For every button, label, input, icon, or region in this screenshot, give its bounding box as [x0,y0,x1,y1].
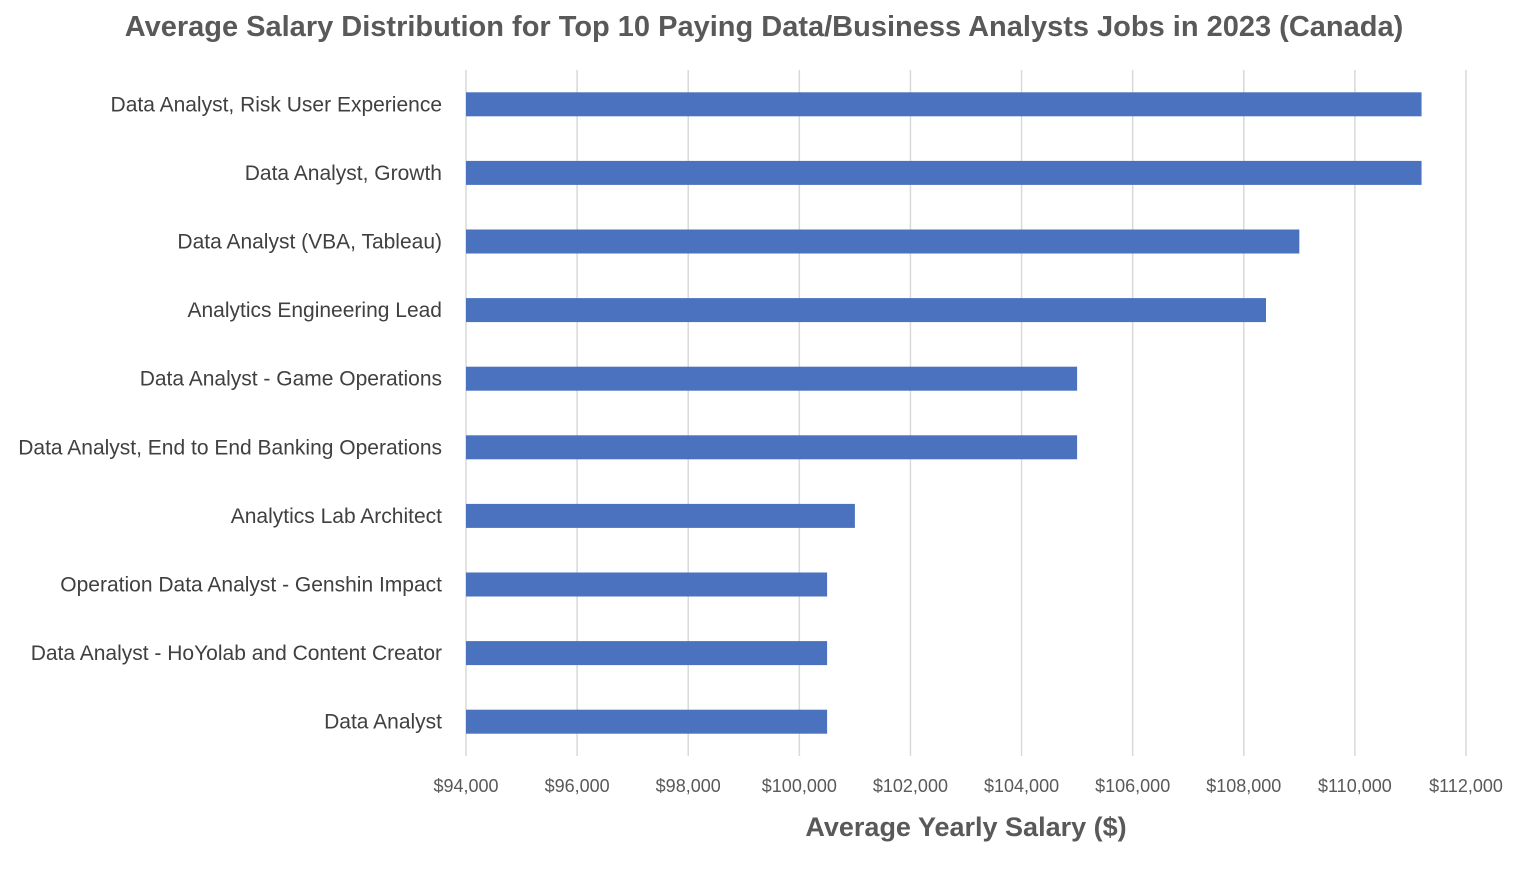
x-tick-label: $104,000 [984,776,1059,796]
bar [466,92,1422,117]
bar [466,572,828,597]
category-label: Data Analyst, End to End Banking Operati… [18,436,442,459]
x-tick-labels: $94,000 $96,000 $98,000 $100,000 $102,000 $10… [433,776,1502,796]
x-tick-label: $98,000 [656,776,721,796]
x-axis-title: Average Yearly Salary ($) [805,812,1126,842]
bar [466,160,1422,185]
x-tick-label: $96,000 [545,776,610,796]
chart-title: Average Salary Distribution for Top 10 P… [125,11,1404,43]
x-tick-label: $94,000 [433,776,498,796]
category-label: Operation Data Analyst - Genshin Impact [60,574,442,597]
category-labels: Data Analyst, Risk User Experience Data A… [18,93,442,733]
x-tick-label: $100,000 [762,776,837,796]
bar [466,709,828,734]
category-label: Data Analyst [324,711,442,734]
x-tick-label: $102,000 [873,776,948,796]
category-label: Data Analyst, Risk User Experience [111,93,442,116]
x-tick-label: $108,000 [1206,776,1281,796]
bar [466,298,1266,323]
category-label: Data Analyst - HoYolab and Content Creat… [31,642,442,665]
bar [466,641,828,666]
bar [466,503,855,528]
category-label: Data Analyst, Growth [245,162,442,185]
category-label: Analytics Engineering Lead [187,299,442,322]
bar [466,366,1078,391]
x-tick-label: $106,000 [1095,776,1170,796]
bar [466,435,1078,460]
category-label: Data Analyst (VBA, Tableau) [177,231,442,254]
category-label: Analytics Lab Architect [231,505,442,528]
x-tick-label: $112,000 [1429,776,1503,796]
category-label: Data Analyst - Game Operations [140,368,442,391]
x-tick-label: $110,000 [1318,776,1392,796]
bar [466,229,1300,254]
bars [466,92,1422,734]
